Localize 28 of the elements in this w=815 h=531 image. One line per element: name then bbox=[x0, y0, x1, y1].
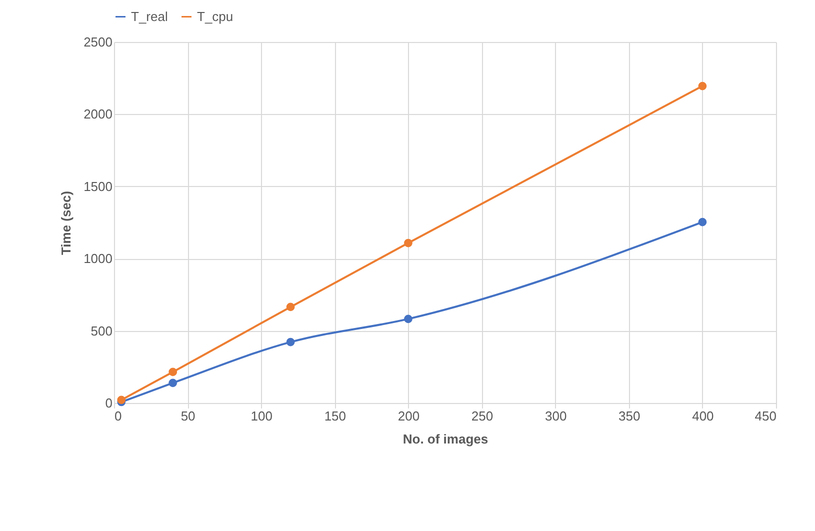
point bbox=[404, 238, 412, 248]
y-tick-label: 1500 bbox=[84, 178, 112, 194]
y-axis-title: Time (sec) bbox=[58, 190, 74, 256]
legend-label: T_cpu bbox=[197, 8, 234, 24]
y-tick-label: 2500 bbox=[84, 34, 112, 50]
legend-label: T_real bbox=[131, 8, 168, 24]
point bbox=[286, 302, 295, 312]
x-tick-label: 400 bbox=[692, 408, 714, 424]
y-tick-label: 2000 bbox=[84, 106, 112, 122]
point bbox=[286, 338, 295, 346]
y-tick-label: 0 bbox=[105, 396, 112, 410]
x-tick-label: 250 bbox=[471, 408, 494, 424]
x-tick-label: 0 bbox=[114, 408, 122, 424]
point bbox=[168, 378, 178, 388]
x-axis-title: No. of images bbox=[402, 432, 488, 446]
x-tick-label: 150 bbox=[324, 408, 346, 424]
point bbox=[698, 218, 707, 226]
point bbox=[168, 368, 178, 376]
y-tick-label: 1000 bbox=[84, 251, 112, 266]
x-tick-label: 450 bbox=[754, 408, 776, 424]
x-tick-label: 300 bbox=[544, 408, 567, 424]
x-tick-label: 200 bbox=[398, 408, 420, 424]
y-tick-label: 500 bbox=[90, 323, 112, 338]
x-tick-label: 100 bbox=[250, 408, 272, 424]
x-tick-label: 50 bbox=[180, 408, 196, 424]
point bbox=[698, 82, 707, 90]
x-tick-label: 350 bbox=[618, 408, 640, 424]
point bbox=[404, 314, 412, 324]
